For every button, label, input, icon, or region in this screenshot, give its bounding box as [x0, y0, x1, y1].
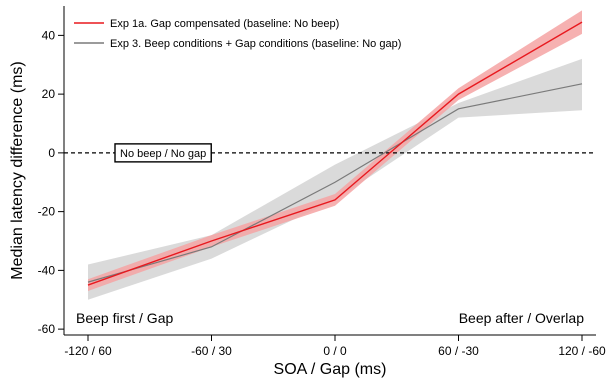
x-axis-label: SOA / Gap (ms): [274, 361, 387, 378]
reference-label: No beep / No gap: [114, 143, 212, 163]
confidence-bands: [88, 10, 582, 300]
reference-label-box: [114, 143, 212, 163]
legend-label-1: Exp 3. Beep conditions + Gap conditions …: [110, 38, 401, 50]
series-0-band: [88, 10, 582, 291]
x-ticks: -120 / 60 -60 / 30 0 / 0 60 / -30 120 / -60: [64, 335, 606, 358]
x-tick-label: 60 / -30: [438, 344, 479, 358]
y-tick-label: -20: [38, 205, 56, 219]
legend: Exp 1a. Gap compensated (baseline: No be…: [74, 18, 401, 50]
series-1-line: [87, 83, 583, 283]
axes: [63, 6, 596, 336]
legend-label-0: Exp 1a. Gap compensated (baseline: No be…: [110, 18, 339, 30]
x-tick-label: -60 / 30: [191, 344, 232, 358]
y-ticks: -60 -40 -20 0 20 40: [38, 28, 64, 336]
reference-label-text: No beep / No gap: [120, 148, 206, 160]
annotation-left: Beep first / Gap: [76, 310, 173, 326]
y-tick-label: 0: [48, 146, 55, 160]
y-axis-label: Median latency difference (ms): [9, 61, 26, 279]
x-tick-label: 120 / -60: [558, 344, 606, 358]
y-tick-label: -40: [38, 263, 56, 277]
x-tick-label: -120 / 60: [64, 344, 112, 358]
series-lines: [87, 21, 583, 286]
series-0-line: [87, 21, 583, 286]
y-tick-label: 20: [42, 87, 56, 101]
annotation-right: Beep after / Overlap: [459, 310, 585, 326]
y-tick-label: -60: [38, 322, 56, 336]
y-tick-label: 40: [42, 28, 56, 42]
x-tick-label: 0 / 0: [323, 344, 347, 358]
